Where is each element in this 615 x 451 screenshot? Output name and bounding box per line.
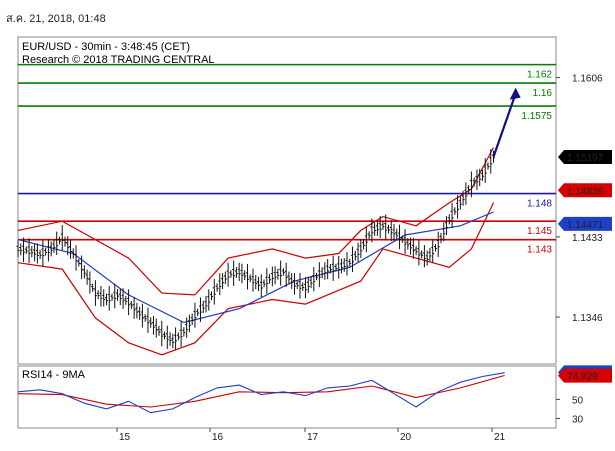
price-tag-box xyxy=(558,150,612,165)
price-bars xyxy=(16,149,496,350)
level-label: 1.145 xyxy=(527,226,552,237)
rsi-panel-frame xyxy=(17,365,557,429)
rsi-tag-label: 74.929 xyxy=(567,372,598,383)
price-panel-frame xyxy=(17,36,557,365)
x-tick-label: 15 xyxy=(119,432,131,443)
price-tag-label: 1.15197 xyxy=(567,153,604,164)
price-tag-box xyxy=(558,216,612,231)
y-tick-label: 1.1433 xyxy=(572,233,603,244)
rsi-panel: RSI14 - 9MA503078.376774.929 xyxy=(17,365,612,429)
rsi-tag: 74.929 xyxy=(558,368,612,383)
x-tick-label: 20 xyxy=(400,432,412,443)
level-label: 1.162 xyxy=(527,70,552,81)
rsi-line xyxy=(17,372,505,414)
price-tag-label: 1.14836 xyxy=(567,186,604,197)
price-tag: 1.14836 xyxy=(558,183,612,198)
rsi-y-tick-label: 30 xyxy=(572,414,584,425)
x-axis: 15 16 17 20 21 xyxy=(18,427,556,443)
y-tick-label: 1.1346 xyxy=(572,313,603,324)
price-tag: 1.14471 xyxy=(558,216,612,231)
level-label: 1.1575 xyxy=(521,111,552,122)
price-tag-box xyxy=(558,183,612,198)
x-tick-label: 21 xyxy=(494,432,506,443)
x-tick-label: 16 xyxy=(212,432,224,443)
rsi-title: RSI14 - 9MA xyxy=(22,369,86,381)
price-tag-label: 1.14471 xyxy=(567,220,604,231)
chart-title: EUR/USD - 30min - 3:48:45 (CET) xyxy=(22,41,190,53)
chart-subtitle: Research © 2018 TRADING CENTRAL xyxy=(22,54,215,66)
rsi-y-tick-label: 50 xyxy=(572,395,584,406)
level-label: 1.16 xyxy=(533,88,553,99)
level-label: 1.143 xyxy=(527,245,552,256)
forecast-arrow-shaft xyxy=(492,93,517,158)
moving-average-line xyxy=(17,211,494,324)
forecast-arrow-head xyxy=(509,87,521,100)
price-tag: 1.15197 xyxy=(558,150,612,165)
x-tick-label: 17 xyxy=(307,432,319,443)
rsi-tag-box xyxy=(558,368,612,383)
bollinger-upper-line xyxy=(17,147,495,296)
y-tick-label: 1.1606 xyxy=(572,74,603,85)
rsi-ma-line xyxy=(17,374,505,408)
timestamp: ส.ค. 21, 2018, 01:48 xyxy=(6,13,106,25)
level-label: 1.148 xyxy=(527,199,552,210)
price-panel: EUR/USD - 30min - 3:48:45 (CET)Research … xyxy=(16,36,612,365)
